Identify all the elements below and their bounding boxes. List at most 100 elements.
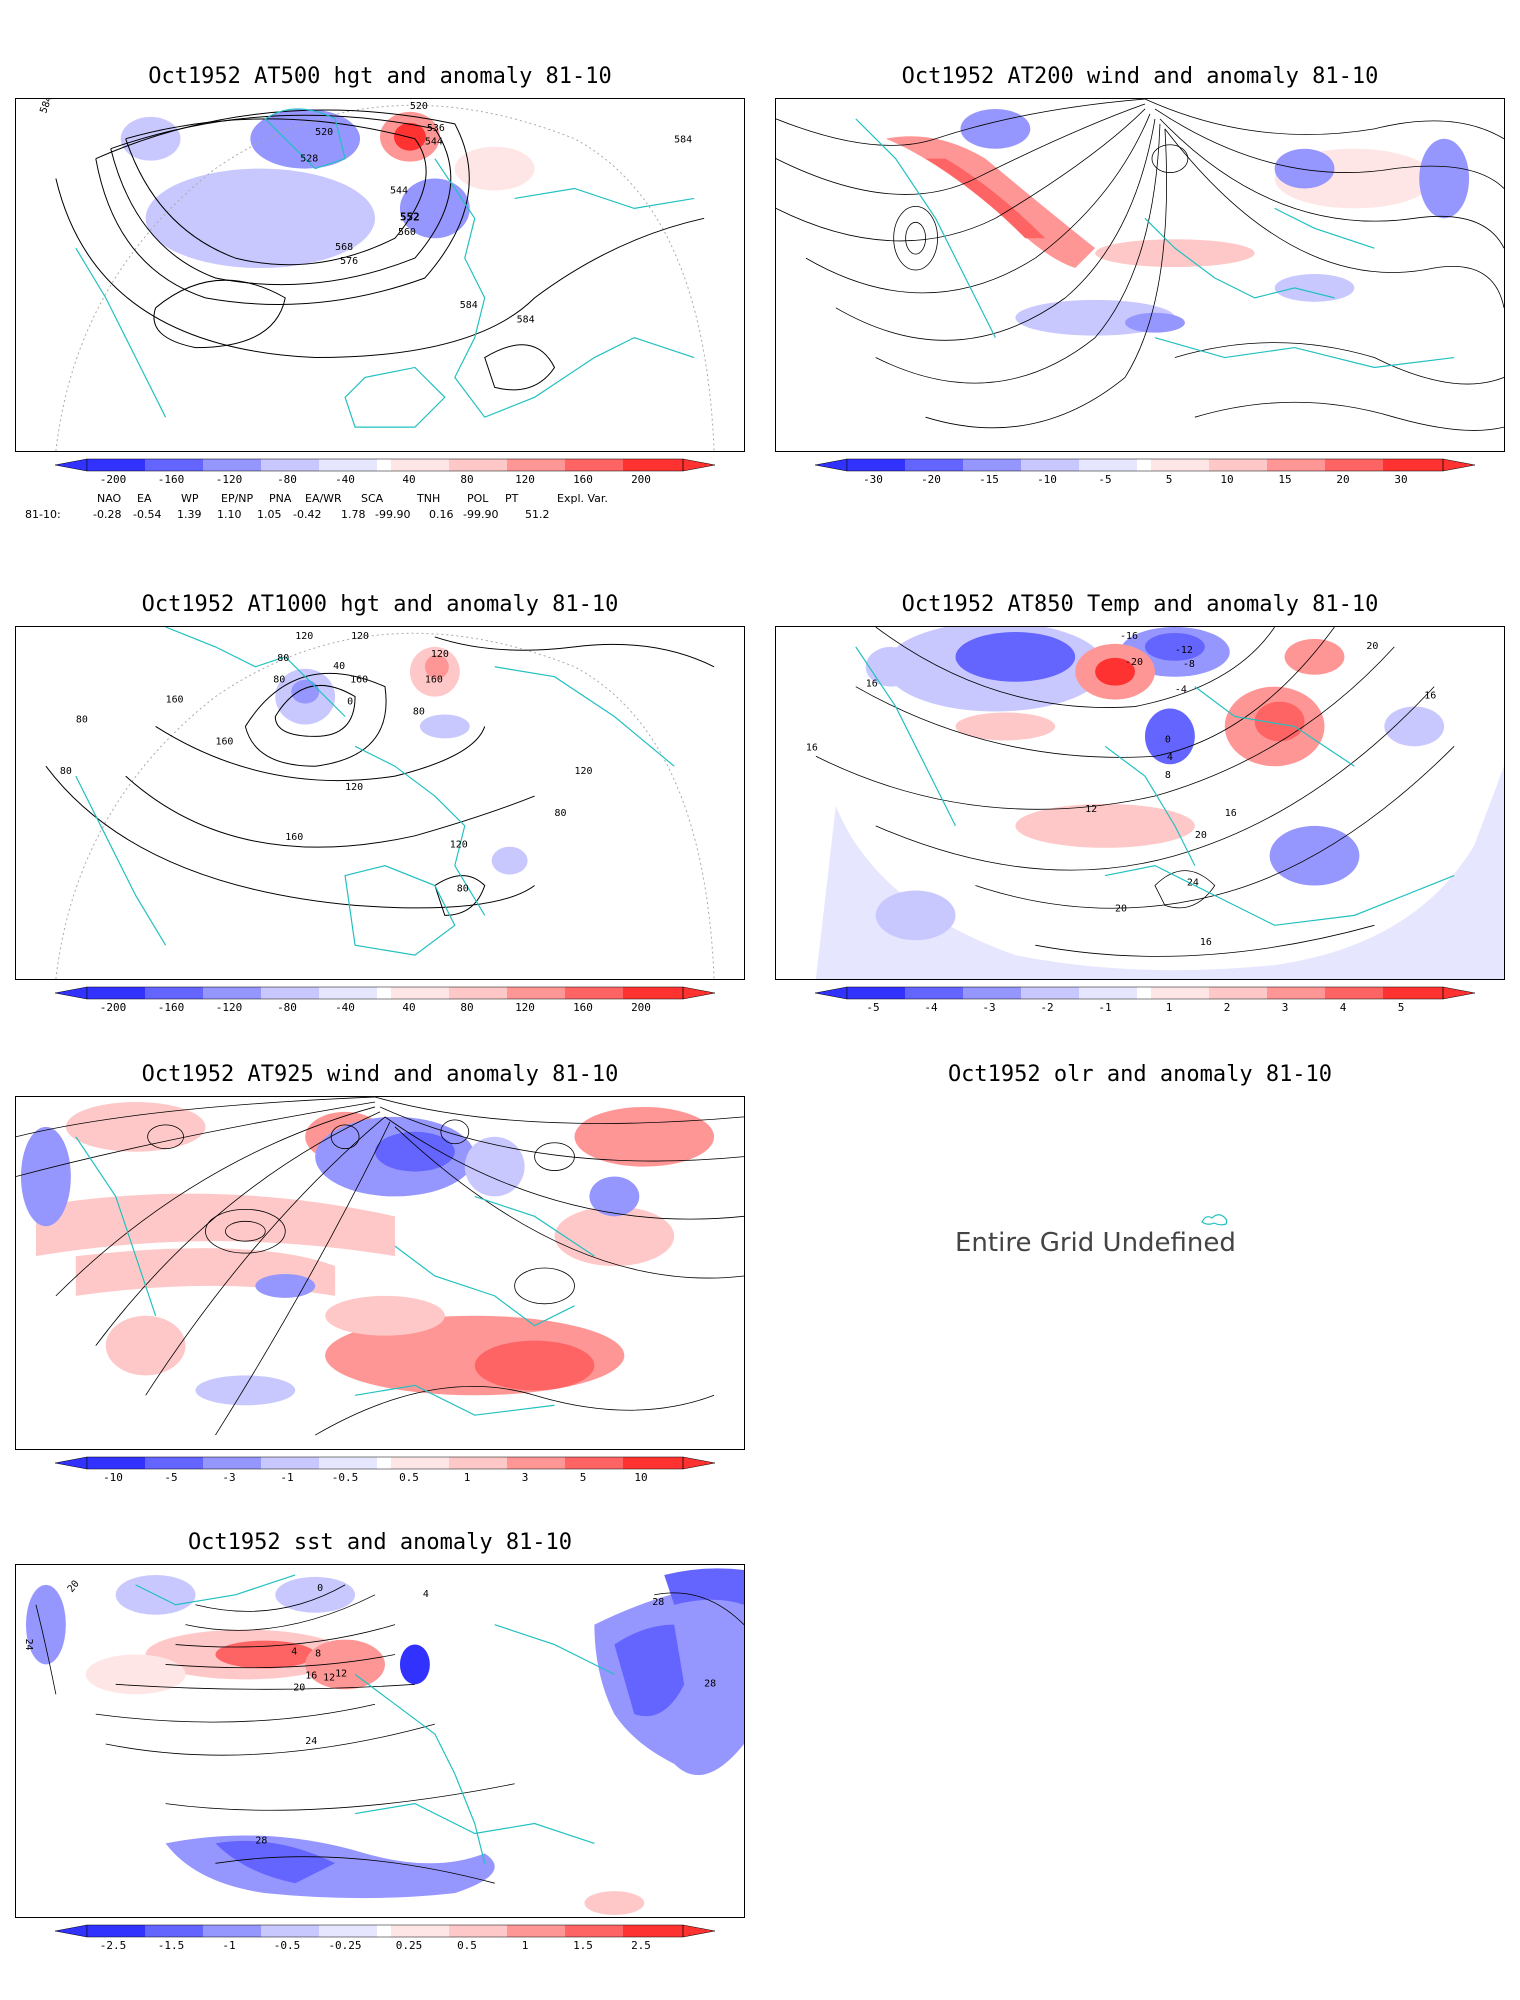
- colorbar-svg: -10 -5 -3 -1 -0.5 0.5 1 3 5 10: [54, 1456, 716, 1484]
- map-at500: 584 520 536 544 520 528 544 552 560 568 …: [38, 99, 715, 451]
- value-wp: 1.39: [177, 507, 202, 521]
- contour-label: 12: [323, 1672, 335, 1683]
- contour-label: 80: [413, 707, 425, 718]
- anomaly-pos: [1284, 638, 1345, 675]
- tick: -10: [103, 1471, 123, 1484]
- tick: 3: [1282, 1001, 1289, 1014]
- tick: 160: [573, 1001, 593, 1014]
- contour-label: 584: [460, 300, 478, 311]
- tick: 3: [522, 1471, 529, 1484]
- anomaly-neg: [875, 890, 956, 941]
- contour-label: 576: [340, 256, 358, 267]
- tick: 40: [402, 1001, 415, 1014]
- tick: -5: [164, 1471, 177, 1484]
- tick: -1.5: [158, 1939, 185, 1952]
- header-epnp: EP/NP: [221, 491, 254, 505]
- tick: 1: [1166, 1001, 1173, 1014]
- anomaly-neg: [955, 631, 1076, 682]
- contour-label: 24: [23, 1639, 34, 1651]
- contour-label: 160: [425, 675, 443, 686]
- tick: 0.5: [457, 1939, 477, 1952]
- tick: -200: [100, 473, 127, 486]
- contour-label: 28: [652, 1597, 664, 1608]
- value-tnh: -99.90: [375, 507, 411, 521]
- contour-label: 80: [273, 675, 285, 686]
- panel-title-at1000: Oct1952 AT1000 hgt and anomaly 81-10: [141, 592, 619, 617]
- anomaly-neg: [1419, 138, 1470, 219]
- anomaly-neg-4: [120, 116, 181, 161]
- tick: 10: [1220, 473, 1233, 486]
- tick: 80: [460, 473, 473, 486]
- anomaly-neg: [255, 1273, 316, 1298]
- anomaly-neg: [419, 714, 470, 739]
- header-pt: PT: [505, 491, 519, 505]
- contour-label: 520: [410, 101, 428, 112]
- colorbar-svg: -5 -4 -3 -2 -1 1 2 3 4 5: [814, 986, 1476, 1014]
- colorbar-svg: -200 -160 -120 -80 -40 40 80 120 160 200: [54, 458, 716, 486]
- anomaly-pos: [1015, 803, 1195, 848]
- map-at1000: 120 80 120 40 160 80 120 0 160 80 160 80…: [45, 627, 715, 979]
- value-pol: 0.16: [429, 507, 454, 521]
- contour-label: 4: [291, 1647, 297, 1658]
- contour-label: 120: [450, 840, 468, 851]
- anomaly-pos: [424, 654, 449, 679]
- colorbar-at200: -30 -20 -15 -10 -5 5 10 15 20 30: [814, 458, 1476, 486]
- contour-label: 20: [1115, 903, 1127, 914]
- tick: -5: [1098, 473, 1111, 486]
- anomaly-pos: [554, 1206, 675, 1267]
- tick: -1: [222, 1939, 235, 1952]
- tick: -120: [216, 1001, 243, 1014]
- anomaly-neg: [195, 1375, 296, 1406]
- anomaly-neg: [1125, 312, 1185, 333]
- colorbar-sst: -2.5 -1.5 -1 -0.5 -0.25 0.25 0.5 1 1.5 2…: [54, 1924, 716, 1952]
- contour-label: 584: [38, 99, 55, 115]
- header-eawr: EA/WR: [305, 491, 342, 505]
- anomaly-neg: [1274, 148, 1335, 189]
- value-explvar: 51.2: [525, 507, 550, 521]
- anomaly-pos: [65, 1101, 206, 1152]
- anomaly-neg: [1274, 274, 1355, 302]
- map-panel-at500: 584 520 536 544 520 528 544 552 560 568 …: [15, 98, 745, 452]
- contour-label: 16: [1225, 808, 1237, 819]
- tick: 40: [402, 473, 415, 486]
- colorbar-at850: -5 -4 -3 -2 -1 1 2 3 4 5: [814, 986, 1476, 1014]
- contour-label: 544: [390, 185, 408, 196]
- tick: 4: [1340, 1001, 1347, 1014]
- tick: 10: [634, 1471, 647, 1484]
- contour-label: 80: [457, 884, 469, 895]
- colorbar-at925: -10 -5 -3 -1 -0.5 0.5 1 3 5 10: [54, 1456, 716, 1484]
- contour-label: 28: [255, 1835, 267, 1846]
- contour-label: 20: [66, 1579, 82, 1595]
- anomaly-neg: [1269, 825, 1360, 886]
- tick: -1: [1098, 1001, 1111, 1014]
- tick: -0.5: [332, 1471, 359, 1484]
- value-sca: 1.78: [341, 507, 366, 521]
- contour-label: 160: [215, 736, 233, 747]
- contour-label: 16: [305, 1670, 317, 1681]
- map-panel-at850: -16 -12 -20 -8 -4 16 0 4 8 12 16 20 24 2…: [775, 626, 1505, 980]
- teleconnection-value-row: 81-10: -0.28 -0.54 1.39 1.10 1.05 -0.42 …: [25, 506, 725, 522]
- contour-label: 8: [1165, 770, 1171, 781]
- tick: 1.5: [573, 1939, 593, 1952]
- contour-label: 120: [351, 631, 369, 642]
- contour-label: 8: [315, 1648, 321, 1659]
- contour-label: 560: [398, 227, 416, 238]
- anomaly-pos: [85, 1654, 186, 1695]
- contour-label: 12: [335, 1668, 347, 1679]
- anomaly-neg: [589, 1176, 640, 1217]
- tick: -0.25: [328, 1939, 361, 1952]
- panel-title-at850: Oct1952 AT850 Temp and anomaly 81-10: [901, 592, 1379, 617]
- panel-title-olr: Oct1952 olr and anomaly 81-10: [947, 1062, 1333, 1087]
- anomaly-neg: [1144, 632, 1205, 661]
- tick: -40: [335, 1001, 355, 1014]
- header-pna: PNA: [269, 491, 292, 505]
- anomaly-neg: [1144, 708, 1195, 765]
- anomaly-neg: [399, 1644, 430, 1685]
- tick: -20: [921, 473, 941, 486]
- value-epnp: 1.10: [217, 507, 242, 521]
- contour-label: 80: [76, 714, 88, 725]
- tick: -30: [863, 473, 883, 486]
- anomaly-pos: [1254, 701, 1305, 742]
- anomaly-pos: [584, 1891, 645, 1916]
- anomaly-neg: [275, 1576, 356, 1613]
